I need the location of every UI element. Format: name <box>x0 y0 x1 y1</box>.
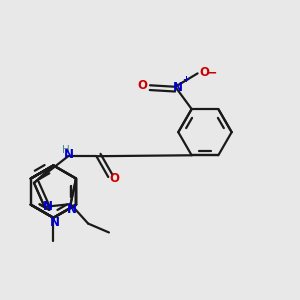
Text: N: N <box>43 200 53 213</box>
Text: N: N <box>50 216 60 229</box>
Text: N: N <box>64 148 74 161</box>
Text: H: H <box>62 145 70 155</box>
Text: −: − <box>207 66 218 79</box>
Text: N: N <box>67 203 77 216</box>
Text: +: + <box>182 75 189 84</box>
Text: O: O <box>138 79 148 92</box>
Text: N: N <box>172 81 182 94</box>
Text: O: O <box>199 66 209 79</box>
Text: O: O <box>110 172 120 185</box>
